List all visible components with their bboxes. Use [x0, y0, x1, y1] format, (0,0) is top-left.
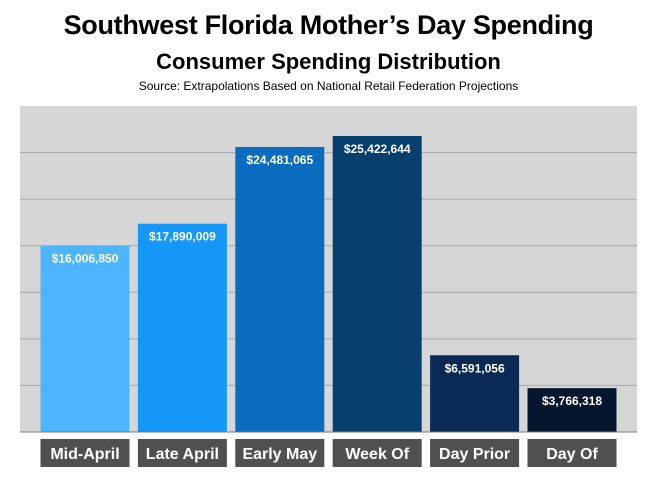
data-label: $16,006,850 [52, 252, 119, 266]
category-label-box [137, 439, 227, 467]
category-label: Day Prior [439, 446, 510, 463]
chart-source: Source: Extrapolations Based on National… [138, 79, 519, 93]
bar-day-prior [430, 355, 520, 432]
category-label-box [527, 439, 617, 467]
bar-late-april [137, 223, 227, 432]
bar-labels: $16,006,850 $17,890,009 $24,481,065 $25,422… [52, 142, 603, 408]
category-label-box [40, 439, 130, 467]
bar-early-may [235, 146, 325, 432]
bar-week-of [332, 136, 422, 432]
bars [40, 136, 617, 432]
data-label: $17,890,009 [149, 230, 216, 244]
category-label: Week Of [345, 446, 409, 463]
category-label: Day Of [546, 446, 598, 463]
category-label-box [332, 439, 422, 467]
category-labels: Mid-April Late April Early May Week Of Day P… [40, 439, 617, 467]
chart-subtitle: Consumer Spending Distribution [156, 49, 501, 74]
category-label: Mid-April [50, 446, 119, 463]
category-label: Late April [146, 446, 219, 463]
bar-mid-april [40, 245, 130, 432]
category-label: Early May [242, 446, 317, 463]
category-label-box [430, 439, 520, 467]
bar-day-of [527, 388, 617, 432]
category-label-box [235, 439, 325, 467]
data-label: $6,591,056 [445, 361, 505, 375]
data-label: $3,766,318 [542, 394, 602, 408]
data-label: $24,481,065 [246, 153, 313, 167]
data-label: $25,422,644 [344, 142, 411, 156]
chart-title: Southwest Florida Mother’s Day Spending [63, 10, 594, 40]
